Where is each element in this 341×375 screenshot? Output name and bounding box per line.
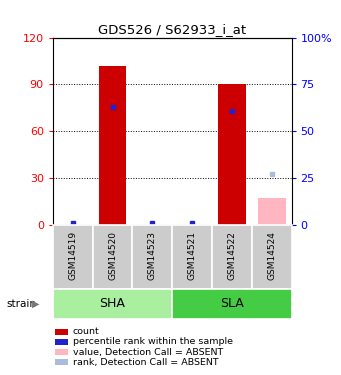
Text: value, Detection Call = ABSENT: value, Detection Call = ABSENT [73, 348, 223, 357]
Text: GSM14521: GSM14521 [188, 231, 197, 280]
Text: strain: strain [7, 299, 37, 309]
Bar [53, 225, 93, 289]
Text: SHA: SHA [100, 297, 125, 310]
Title: GDS526 / S62933_i_at: GDS526 / S62933_i_at [98, 23, 246, 36]
Bar [132, 225, 172, 289]
Bar [172, 225, 212, 289]
Text: GSM14520: GSM14520 [108, 231, 117, 280]
Bar [93, 225, 132, 289]
Text: count: count [73, 327, 99, 336]
Text: percentile rank within the sample: percentile rank within the sample [73, 338, 233, 346]
Text: rank, Detection Call = ABSENT: rank, Detection Call = ABSENT [73, 358, 218, 367]
Bar [212, 225, 252, 289]
Bar [218, 84, 246, 225]
Bar [172, 289, 292, 319]
Bar [99, 66, 127, 225]
Text: GSM14522: GSM14522 [227, 231, 236, 280]
Bar [252, 225, 292, 289]
Text: GSM14524: GSM14524 [267, 231, 276, 280]
Bar [258, 198, 286, 225]
Text: GSM14523: GSM14523 [148, 231, 157, 280]
Bar [53, 289, 172, 319]
Text: ▶: ▶ [32, 299, 40, 309]
Text: GSM14519: GSM14519 [68, 231, 77, 280]
Text: SLA: SLA [220, 297, 244, 310]
